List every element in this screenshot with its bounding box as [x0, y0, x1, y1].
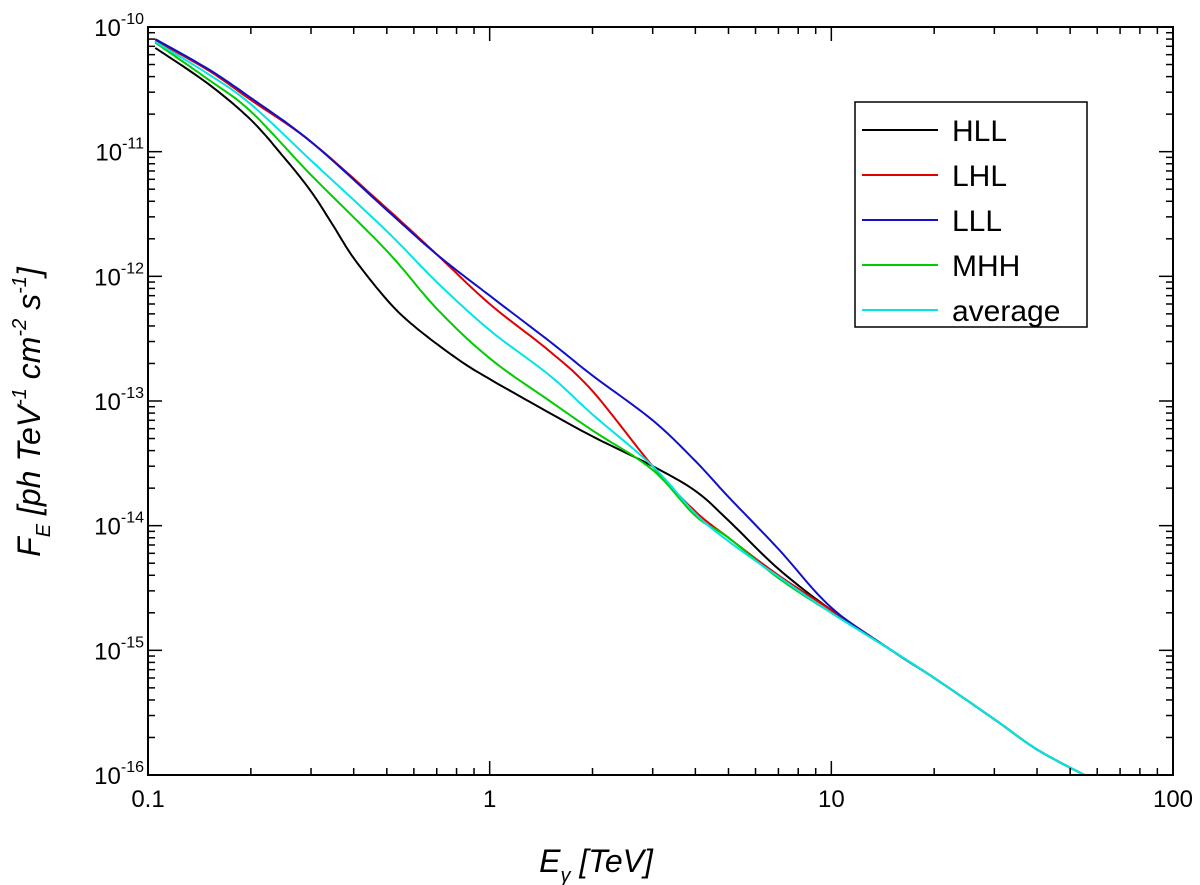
- x-axis-title: Eγ [TeV]: [539, 843, 654, 885]
- y-axis-title-p4: s: [11, 294, 47, 319]
- x-tick-labels: 0.1 1 10 100: [131, 786, 1193, 813]
- y-tick-label: 10-10: [94, 11, 144, 42]
- y-axis-title-p3: cm: [11, 337, 47, 389]
- y-axis-title-p5: ]: [11, 266, 47, 279]
- y-tick-exp: -16: [121, 759, 144, 776]
- x-axis-title-rest: [TeV]: [570, 843, 654, 879]
- legend-label-hll: HLL: [952, 115, 1007, 148]
- y-tick-label: 10-13: [94, 385, 144, 416]
- tick-layer: [147, 27, 1173, 776]
- y-tick-exp: -10: [121, 11, 144, 28]
- y-tick-label: 10-15: [94, 634, 144, 665]
- legend-label-lhl: LHL: [952, 160, 1007, 193]
- y-axis-title-p1: F: [11, 535, 47, 557]
- plot-frame: [147, 26, 1174, 776]
- x-tick-label: 100: [1153, 786, 1193, 813]
- y-tick-base: 10: [95, 140, 122, 167]
- legend: HLL LHL LLL MHH average: [854, 101, 1088, 328]
- y-tick-base: 10: [94, 763, 121, 790]
- y-tick-base: 10: [94, 638, 121, 665]
- y-axis-title-e3: -1: [9, 276, 31, 294]
- y-tick-base: 10: [94, 264, 121, 291]
- series-line-average: [154, 41, 1085, 776]
- x-axis-title-main: E: [539, 843, 561, 879]
- series-layer: [154, 38, 1085, 776]
- y-tick-label: 10-11: [95, 136, 144, 167]
- legend-label-average: average: [952, 295, 1060, 328]
- y-tick-label: 10-12: [94, 260, 144, 291]
- y-axis-title-sub: E: [33, 523, 55, 537]
- legend-label-lll: LLL: [952, 205, 1002, 238]
- x-tick-label: 10: [818, 786, 845, 813]
- y-tick-exp: -11: [122, 136, 144, 153]
- y-tick-exp: -12: [121, 260, 144, 277]
- x-axis-title-sub: γ: [560, 865, 571, 885]
- y-axis-title: FE [ph TeV-1 cm-2 s-1]: [9, 266, 55, 557]
- x-tick-label: 1: [483, 786, 496, 813]
- y-tick-label: 10-16: [94, 759, 144, 790]
- y-tick-exp: -14: [121, 510, 144, 527]
- y-axis-title-e2: -2: [9, 319, 31, 337]
- y-axis-title-e1: -1: [9, 388, 31, 406]
- legend-label-mhh: MHH: [952, 250, 1020, 283]
- y-tick-base: 10: [94, 514, 121, 541]
- x-tick-label: 0.1: [131, 786, 164, 813]
- y-tick-base: 10: [94, 15, 121, 42]
- y-tick-exp: -13: [121, 385, 144, 402]
- y-tick-label: 10-14: [94, 510, 144, 541]
- legend-box: [854, 101, 1088, 328]
- y-axis-title-p2: [ph TeV: [11, 403, 47, 524]
- y-tick-exp: -15: [121, 634, 144, 651]
- y-tick-base: 10: [94, 389, 121, 416]
